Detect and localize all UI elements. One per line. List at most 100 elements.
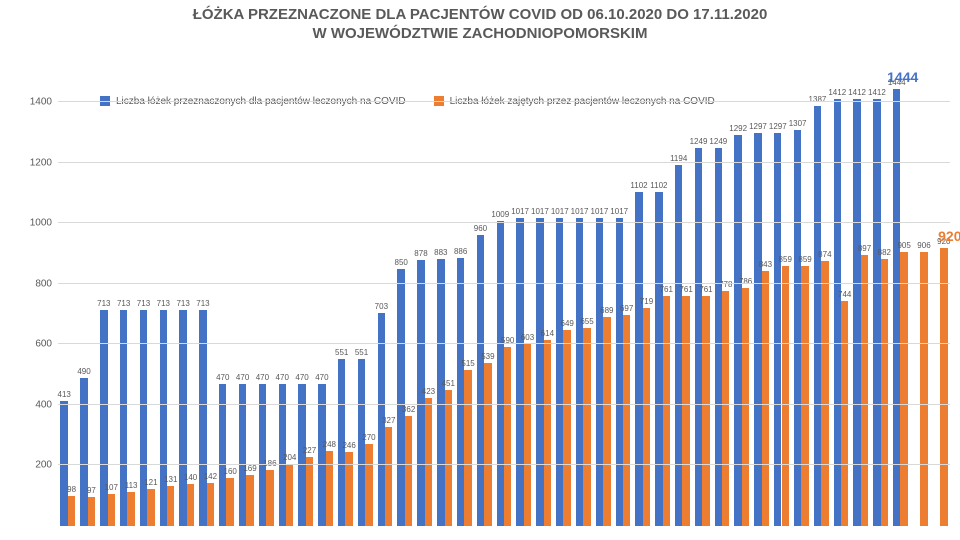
value-label: 713 <box>196 299 209 308</box>
y-tick-label: 1000 <box>30 218 52 229</box>
bar-allocated <box>616 218 623 526</box>
value-label: 703 <box>375 302 388 311</box>
value-label: 246 <box>342 441 355 450</box>
value-label: 778 <box>719 280 732 289</box>
bar-occupied <box>345 452 352 526</box>
value-label: 1412 <box>828 88 846 97</box>
bar-occupied <box>841 301 848 526</box>
bar-allocated <box>318 384 325 526</box>
value-label: 713 <box>137 299 150 308</box>
value-label: 906 <box>917 241 930 250</box>
value-label: 713 <box>117 299 130 308</box>
bar-occupied <box>544 340 551 526</box>
value-label: 186 <box>263 459 276 468</box>
bar-occupied <box>167 486 174 526</box>
value-label: 270 <box>362 433 375 442</box>
value-label: 97 <box>87 486 96 495</box>
value-label: 1297 <box>749 122 767 131</box>
bar-allocated <box>536 218 543 526</box>
bar-allocated <box>259 384 266 526</box>
value-label: 227 <box>303 446 316 455</box>
bar-occupied <box>801 266 808 526</box>
end-value-label: 1444 <box>887 69 918 85</box>
value-label: 761 <box>699 285 712 294</box>
bar-occupied <box>484 363 491 526</box>
bar-allocated <box>655 192 662 526</box>
bar-occupied <box>861 255 868 526</box>
value-label: 1249 <box>709 137 727 146</box>
bar-allocated <box>437 259 444 526</box>
value-label: 1102 <box>630 181 647 190</box>
bar-occupied <box>722 291 729 526</box>
grid-line <box>58 464 950 465</box>
value-label: 1412 <box>868 88 886 97</box>
value-label: 113 <box>125 481 138 490</box>
value-label: 1297 <box>769 122 787 131</box>
bar-occupied <box>187 484 194 526</box>
value-label: 140 <box>184 473 197 482</box>
bar-occupied <box>762 271 769 526</box>
bar-occupied <box>900 252 907 526</box>
value-label: 689 <box>600 306 613 315</box>
bar-allocated <box>80 378 87 526</box>
value-label: 204 <box>283 453 296 462</box>
bar-occupied <box>326 451 333 526</box>
value-label: 515 <box>461 359 474 368</box>
value-label: 843 <box>759 260 772 269</box>
value-label: 470 <box>315 373 328 382</box>
value-label: 551 <box>355 348 368 357</box>
value-label: 744 <box>838 290 851 299</box>
y-tick-label: 200 <box>35 460 52 471</box>
value-label: 859 <box>798 255 811 264</box>
bar-allocated <box>715 148 722 526</box>
value-label: 713 <box>176 299 189 308</box>
bar-occupied <box>524 344 531 527</box>
value-label: 1387 <box>809 95 827 104</box>
bar-occupied <box>504 347 511 526</box>
bar-allocated <box>754 133 761 526</box>
y-tick-label: 1400 <box>30 97 52 108</box>
bar-allocated <box>814 106 821 526</box>
value-label: 490 <box>77 367 90 376</box>
value-label: 327 <box>382 416 395 425</box>
value-label: 248 <box>323 440 336 449</box>
value-label: 649 <box>560 319 573 328</box>
y-tick-label: 400 <box>35 399 52 410</box>
y-tick-label: 1200 <box>30 157 52 168</box>
title-line-1: ŁÓŻKA PRZEZNACZONE DLA PACJENTÓW COVID O… <box>0 6 960 25</box>
title-line-2: W WOJEWÓDZTWIE ZACHODNIOPOMORSKIM <box>0 25 960 44</box>
bar-occupied <box>643 308 650 526</box>
bar-allocated <box>516 218 523 526</box>
bar-occupied <box>127 492 134 526</box>
value-label: 655 <box>580 317 593 326</box>
bar-occupied <box>464 370 471 526</box>
value-label: 470 <box>216 373 229 382</box>
y-tick-label: 600 <box>35 339 52 350</box>
bar-occupied <box>663 296 670 526</box>
bar-occupied <box>306 457 313 526</box>
value-label: 882 <box>878 248 891 257</box>
bar-allocated <box>675 165 682 526</box>
value-label: 142 <box>204 472 217 481</box>
bar-occupied <box>603 317 610 526</box>
value-label: 470 <box>256 373 269 382</box>
bar-occupied <box>682 296 689 526</box>
grid-line <box>58 283 950 284</box>
bar-allocated <box>397 269 404 526</box>
value-label: 551 <box>335 348 348 357</box>
value-label: 1102 <box>650 181 667 190</box>
bars-layer: 4139849097713107713113713121713131713140… <box>58 72 950 526</box>
chart-title: ŁÓŻKA PRZEZNACZONE DLA PACJENTÓW COVID O… <box>0 6 960 44</box>
value-label: 859 <box>779 255 792 264</box>
value-label: 1307 <box>789 119 807 128</box>
value-label: 470 <box>276 373 289 382</box>
value-label: 470 <box>295 373 308 382</box>
value-label: 362 <box>402 405 415 414</box>
bar-occupied <box>68 496 75 526</box>
bar-occupied <box>286 464 293 526</box>
bar-allocated <box>219 384 226 526</box>
value-label: 1017 <box>610 207 628 216</box>
value-label: 1017 <box>511 207 529 216</box>
value-label: 713 <box>97 299 110 308</box>
bar-occupied <box>147 489 154 526</box>
